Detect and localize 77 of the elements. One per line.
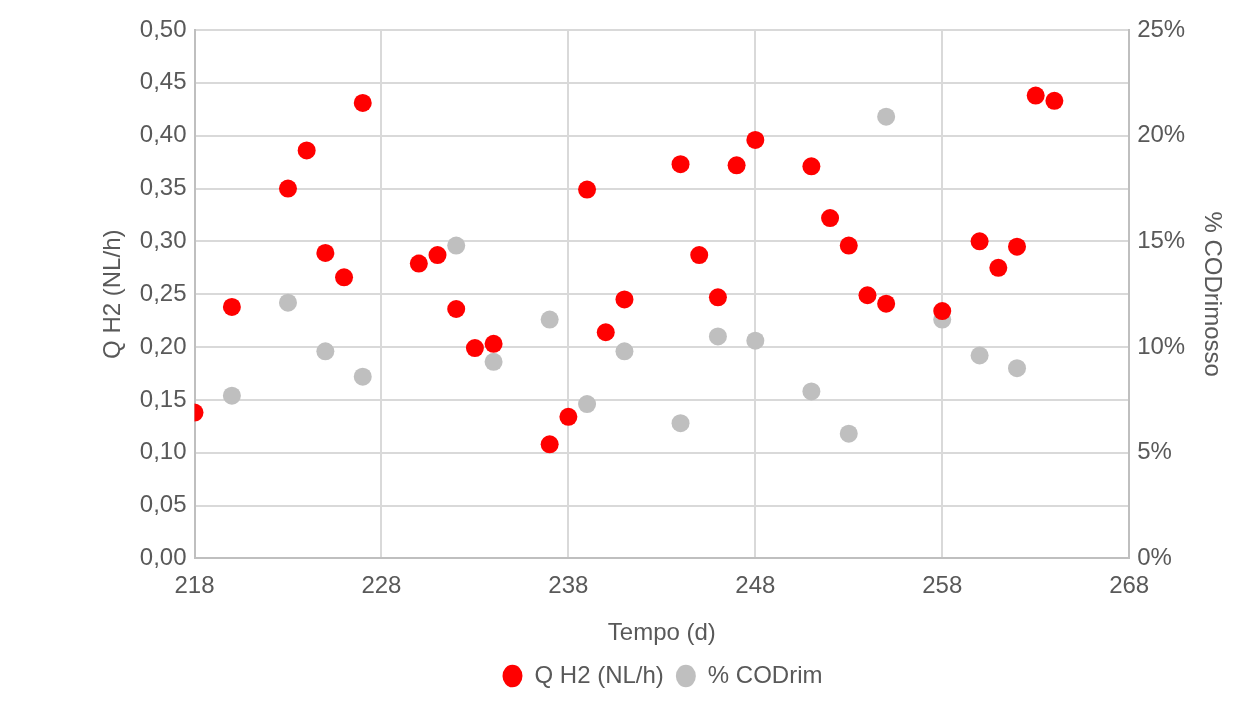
y2-axis-title: % CODrimosso: [1199, 211, 1227, 377]
point: [428, 246, 447, 265]
point: [1008, 359, 1027, 378]
point: [802, 157, 821, 176]
point: [540, 435, 559, 454]
y-tick-label: 0,45: [139, 67, 187, 95]
point: [278, 179, 297, 198]
point: [615, 290, 634, 309]
point: [278, 293, 297, 312]
y-tick-label: 0,30: [139, 225, 187, 253]
point: [708, 288, 727, 307]
point: [335, 268, 354, 287]
x-tick-label: 268: [1109, 571, 1150, 599]
y2-tick-label: 20%: [1137, 120, 1186, 148]
y-tick-label: 0,05: [139, 490, 187, 518]
point: [970, 232, 989, 251]
point: [615, 342, 634, 361]
x-tick-label: 258: [922, 571, 963, 599]
y-tick-label: 0,25: [139, 278, 187, 306]
y-axis-title: Q H2 (NL/h): [98, 229, 126, 359]
point: [353, 367, 372, 386]
point: [839, 424, 858, 443]
point: [484, 334, 503, 353]
point: [802, 382, 821, 401]
x-tick-label: 218: [174, 571, 215, 599]
point: [727, 156, 746, 175]
y-tick-label: 0,35: [139, 173, 187, 201]
point: [316, 342, 335, 361]
point: [746, 331, 765, 350]
point: [465, 339, 484, 358]
point: [578, 180, 597, 199]
legend-label: Q H2 (NL/h): [534, 660, 664, 688]
y2-tick-label: 10%: [1137, 331, 1186, 359]
point: [578, 395, 597, 414]
y2-tick-label: 25%: [1137, 14, 1186, 42]
point: [671, 414, 690, 433]
point: [559, 407, 578, 426]
point: [989, 258, 1008, 277]
point: [708, 327, 727, 346]
point: [222, 386, 241, 405]
point: [297, 141, 316, 160]
y2-tick-label: 0%: [1137, 543, 1172, 571]
y-tick-label: 0,40: [139, 120, 187, 148]
y-tick-label: 0,00: [139, 543, 187, 571]
point: [540, 310, 559, 329]
point: [877, 107, 896, 126]
point: [690, 246, 709, 265]
point: [316, 243, 335, 262]
point: [877, 294, 896, 313]
point: [447, 300, 466, 318]
point: [671, 155, 690, 174]
x-tick-label: 238: [548, 571, 589, 599]
point: [409, 254, 428, 273]
point: [353, 93, 372, 112]
point: [1045, 91, 1064, 110]
y2-tick-label: 15%: [1137, 225, 1186, 253]
point: [222, 297, 241, 316]
legend-label: % CODrim: [707, 660, 823, 688]
y2-tick-label: 5%: [1137, 437, 1172, 465]
point: [839, 236, 858, 255]
point: [447, 236, 466, 255]
y-tick-label: 0,15: [139, 384, 187, 412]
point: [1008, 237, 1027, 256]
point: [858, 286, 877, 305]
point: [933, 302, 952, 321]
point: [484, 352, 503, 371]
point: [970, 346, 989, 365]
x-axis-title: Tempo (d): [607, 618, 716, 646]
point: [746, 130, 765, 149]
x-tick-label: 248: [735, 571, 776, 599]
point: [1026, 86, 1045, 105]
y-tick-label: 0,10: [139, 437, 187, 465]
x-tick-label: 228: [361, 571, 402, 599]
point: [596, 323, 615, 342]
y-tick-label: 0,50: [139, 14, 187, 42]
point: [821, 209, 840, 228]
y-tick-label: 0,20: [139, 331, 187, 359]
